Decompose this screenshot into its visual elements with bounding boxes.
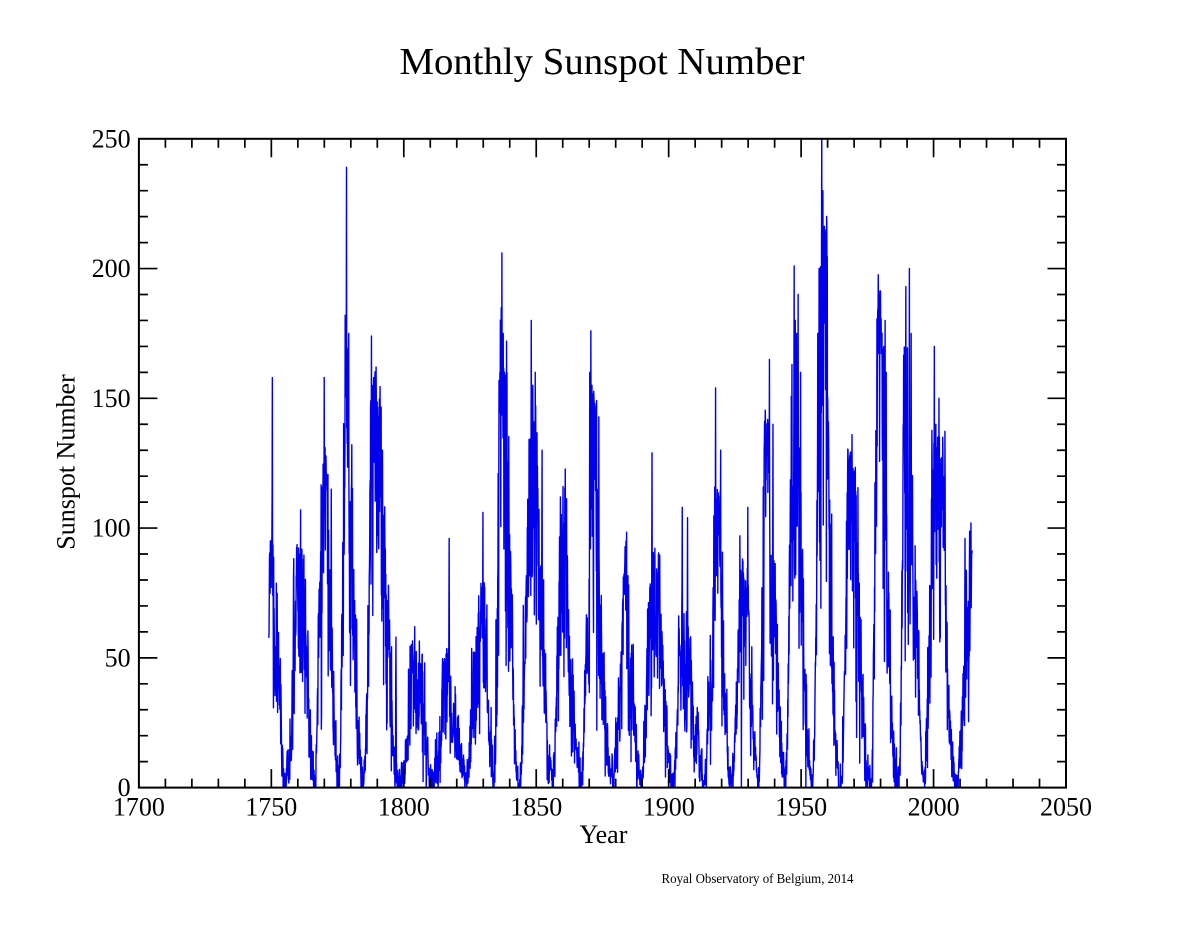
svg-text:1750: 1750 bbox=[245, 792, 297, 821]
svg-text:Royal Observatory of Belgium,: Royal Observatory of Belgium, 2014 bbox=[662, 872, 854, 887]
svg-text:150: 150 bbox=[92, 384, 131, 413]
svg-text:1950: 1950 bbox=[775, 792, 827, 821]
svg-text:2000: 2000 bbox=[908, 792, 960, 821]
svg-text:0: 0 bbox=[118, 773, 131, 802]
svg-text:1800: 1800 bbox=[378, 792, 430, 821]
svg-text:1700: 1700 bbox=[113, 792, 165, 821]
svg-text:100: 100 bbox=[92, 514, 131, 543]
svg-text:1900: 1900 bbox=[643, 792, 695, 821]
svg-text:250: 250 bbox=[92, 124, 131, 153]
svg-text:50: 50 bbox=[105, 643, 131, 672]
svg-text:Monthly Sunspot Number: Monthly Sunspot Number bbox=[400, 41, 805, 83]
svg-text:Sunspot Number: Sunspot Number bbox=[52, 374, 81, 550]
svg-text:Year: Year bbox=[579, 820, 627, 849]
svg-text:1850: 1850 bbox=[510, 792, 562, 821]
svg-text:200: 200 bbox=[92, 254, 131, 283]
svg-text:2050: 2050 bbox=[1040, 792, 1092, 821]
